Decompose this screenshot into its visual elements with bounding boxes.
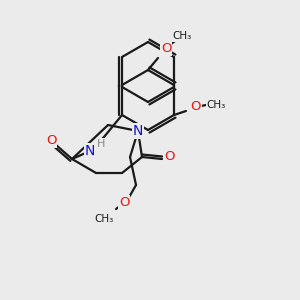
Text: O: O: [191, 100, 201, 113]
Text: H: H: [97, 139, 105, 149]
Text: N: N: [133, 124, 143, 138]
Text: O: O: [119, 196, 129, 209]
Text: O: O: [46, 134, 56, 146]
Text: CH₃: CH₃: [94, 214, 114, 224]
Text: CH₃: CH₃: [206, 100, 226, 110]
Text: N: N: [85, 144, 95, 158]
Text: CH₃: CH₃: [172, 31, 192, 41]
Text: O: O: [161, 41, 171, 55]
Text: O: O: [164, 149, 174, 163]
